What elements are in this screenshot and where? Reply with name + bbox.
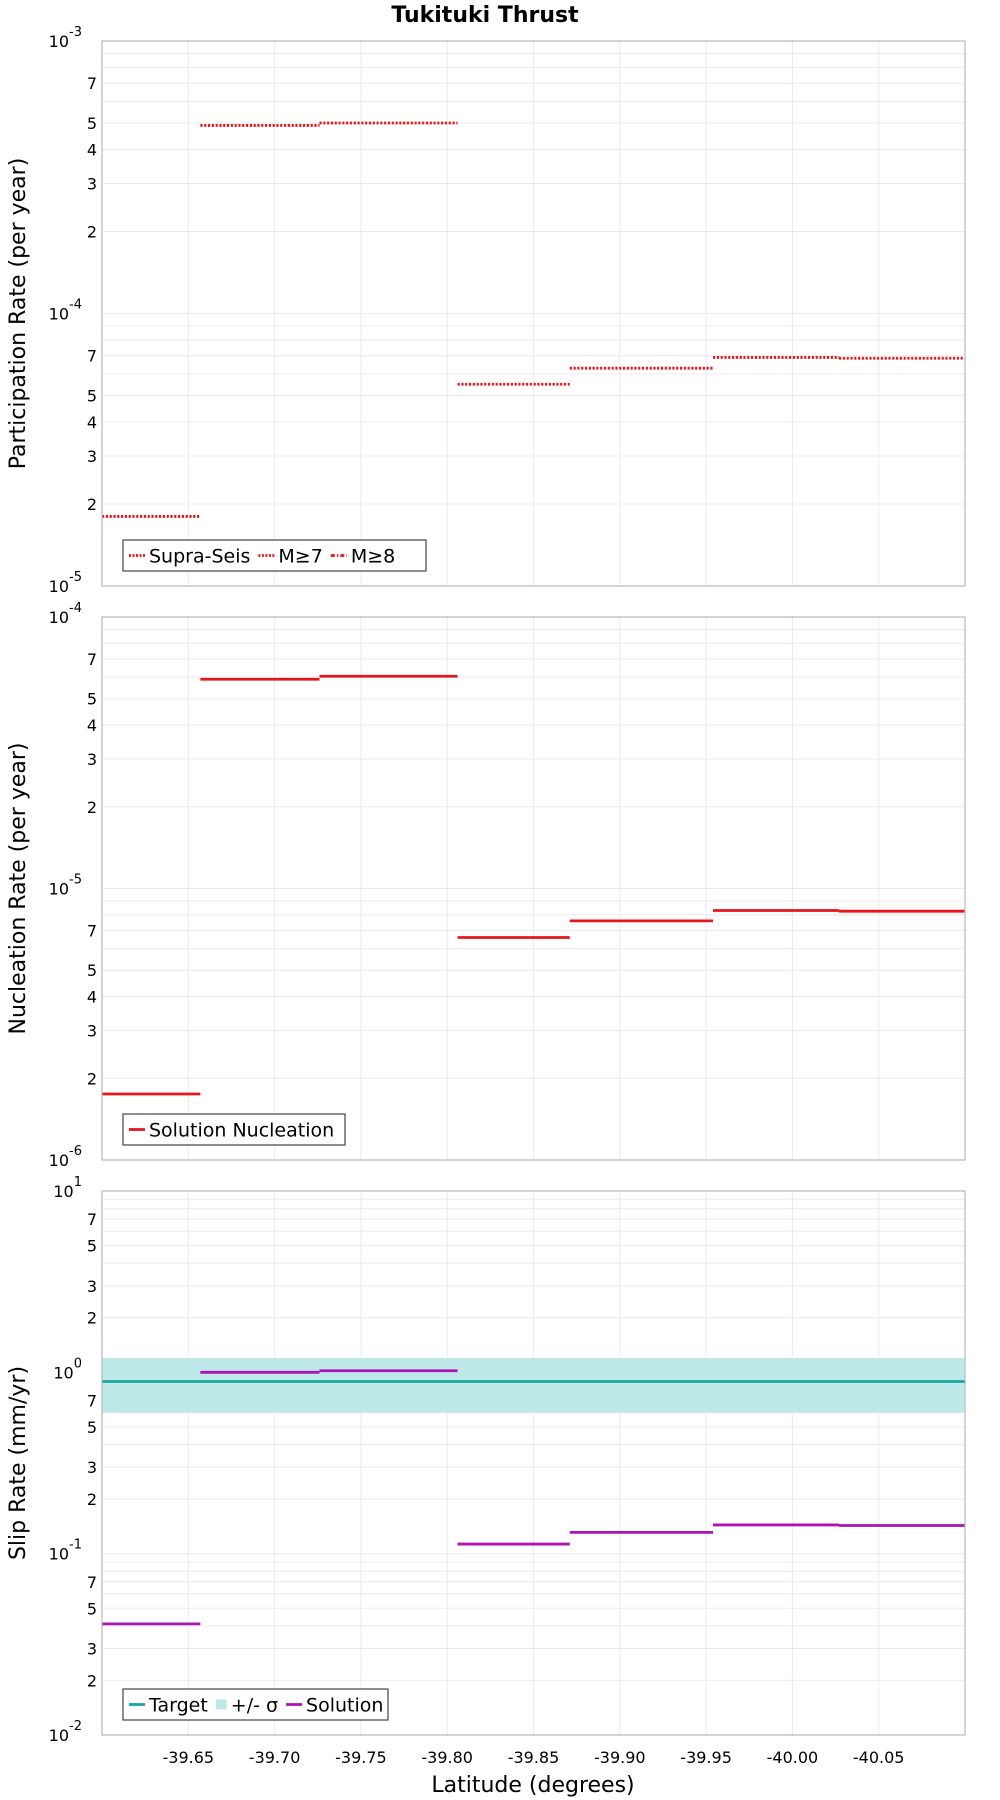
- legend-box: [122, 539, 427, 572]
- legend: Target +/- σ Solution: [122, 1688, 389, 1721]
- legend: Supra-Seis M≥7 M≥8: [122, 539, 427, 572]
- y-tick-label: 2: [87, 1671, 97, 1690]
- y-tick-label: 10-4: [49, 601, 82, 627]
- y-tick-label: 10-4: [49, 298, 82, 324]
- plot-frame: [101, 40, 966, 587]
- y-tick-label: 10-3: [49, 25, 82, 51]
- legend: Solution Nucleation: [122, 1113, 346, 1146]
- sigma-band: [102, 1357, 965, 1413]
- x-tick-label: -39.70: [249, 1748, 301, 1767]
- y-tick-label: 7: [87, 1573, 97, 1592]
- y-tick-exponent: -4: [69, 601, 82, 616]
- y-tick-label: 10-5: [49, 570, 82, 596]
- y-tick-label: 5: [87, 1418, 97, 1437]
- y-tick-label: 4: [87, 716, 97, 735]
- legend-label-sigma: +/- σ: [231, 1695, 278, 1717]
- x-tick-label: -40.05: [853, 1748, 905, 1767]
- chart-panel-1: 10-5 2 3 4 5 7 10-4 2 3 4 5 7 10-3 Participation Rate…: [6, 25, 966, 596]
- y-tick-label: 5: [87, 114, 97, 133]
- x-tick-label: -39.75: [335, 1748, 387, 1767]
- y-tick-label: 3: [87, 1639, 97, 1658]
- y-tick-label: 3: [87, 1458, 97, 1477]
- y-tick-label: 7: [87, 1391, 97, 1410]
- x-tick-labels: -39.65 -39.70 -39.75 -39.80 -39.85 -39.90 -39.…: [163, 1748, 905, 1767]
- x-tick-label: -39.90: [594, 1748, 646, 1767]
- y-tick-exponent: 1: [74, 1175, 82, 1190]
- legend-swatch-sigma: [215, 1699, 227, 1710]
- y-tick-exponent: -5: [69, 873, 82, 888]
- legend-label-m-8: M≥8: [351, 546, 395, 568]
- chart-title: Tukituki Thrust: [391, 3, 579, 28]
- legend-label-solution-nucleation: Solution Nucleation: [149, 1120, 334, 1142]
- legend-box: [122, 1113, 346, 1146]
- y-tick-label: 10-5: [49, 873, 82, 899]
- y-tick-label: 7: [87, 1210, 97, 1229]
- y-tick-label: 7: [87, 922, 97, 941]
- x-tick-label: -39.65: [163, 1748, 215, 1767]
- y-tick-label: 2: [87, 798, 97, 817]
- y-tick-label: 5: [87, 1599, 97, 1618]
- y-tick-label: 4: [87, 413, 97, 432]
- y-tick-exponent: -2: [69, 1719, 82, 1734]
- y-tick-label: 2: [87, 495, 97, 514]
- y-tick-label: 5: [87, 690, 97, 709]
- x-tick-label: -40.00: [767, 1748, 819, 1767]
- y-tick-label: 5: [87, 1237, 97, 1256]
- y-tick-exponent: -6: [69, 1144, 82, 1159]
- y-tick-label: 2: [87, 1309, 97, 1328]
- y-tick-label: 2: [87, 1490, 97, 1509]
- y-tick-label: 10-1: [49, 1538, 82, 1564]
- y-tick-label: 3: [87, 174, 97, 193]
- y-tick-label: 4: [87, 140, 97, 159]
- y-tick-label: 7: [87, 74, 97, 93]
- plot-frame: [101, 1190, 966, 1736]
- y-tick-exponent: -1: [69, 1538, 82, 1553]
- y-tick-label: 3: [87, 1021, 97, 1040]
- y-tick-label: 101: [53, 1175, 82, 1201]
- y-axis-label: Nucleation Rate (per year): [6, 743, 31, 1035]
- y-tick-label: 3: [87, 750, 97, 769]
- y-tick-label: 7: [87, 650, 97, 669]
- x-tick-label: -39.80: [421, 1748, 473, 1767]
- legend-label-target: Target: [148, 1695, 208, 1717]
- y-tick-exponent: 0: [74, 1356, 82, 1371]
- y-tick-label: 10-2: [49, 1719, 82, 1745]
- y-tick-label: 3: [87, 1277, 97, 1296]
- x-axis-label: Latitude (degrees): [431, 1773, 634, 1798]
- y-tick-label: 10-6: [49, 1144, 82, 1170]
- y-tick-label: 7: [87, 347, 97, 366]
- y-axis-label: Participation Rate (per year): [6, 158, 31, 470]
- y-tick-exponent: -4: [69, 298, 82, 313]
- y-tick-label: 5: [87, 961, 97, 980]
- y-tick-exponent: -3: [69, 25, 82, 40]
- chart-panel-2: 10-6 2 3 4 5 7 10-5 2 3 4 5 7 10-4 Nucleation Rate (p…: [6, 601, 966, 1170]
- plot-frame: [101, 616, 966, 1161]
- y-tick-label: 2: [87, 1069, 97, 1088]
- legend-label-supra-seis: Supra-Seis: [149, 546, 250, 568]
- y-axis-label: Slip Rate (mm/yr): [6, 1366, 31, 1560]
- y-tick-label: 2: [87, 222, 97, 241]
- y-tick-label: 4: [87, 988, 97, 1007]
- legend-label-solution: Solution: [306, 1695, 383, 1717]
- x-tick-label: -39.85: [508, 1748, 560, 1767]
- x-tick-label: -39.95: [680, 1748, 732, 1767]
- legend-label-m-7: M≥7: [278, 546, 322, 568]
- legend-box: [122, 1688, 389, 1721]
- y-tick-label: 5: [87, 387, 97, 406]
- y-tick-label: 100: [53, 1356, 82, 1382]
- y-tick-exponent: -5: [69, 570, 82, 585]
- y-tick-label: 3: [87, 447, 97, 466]
